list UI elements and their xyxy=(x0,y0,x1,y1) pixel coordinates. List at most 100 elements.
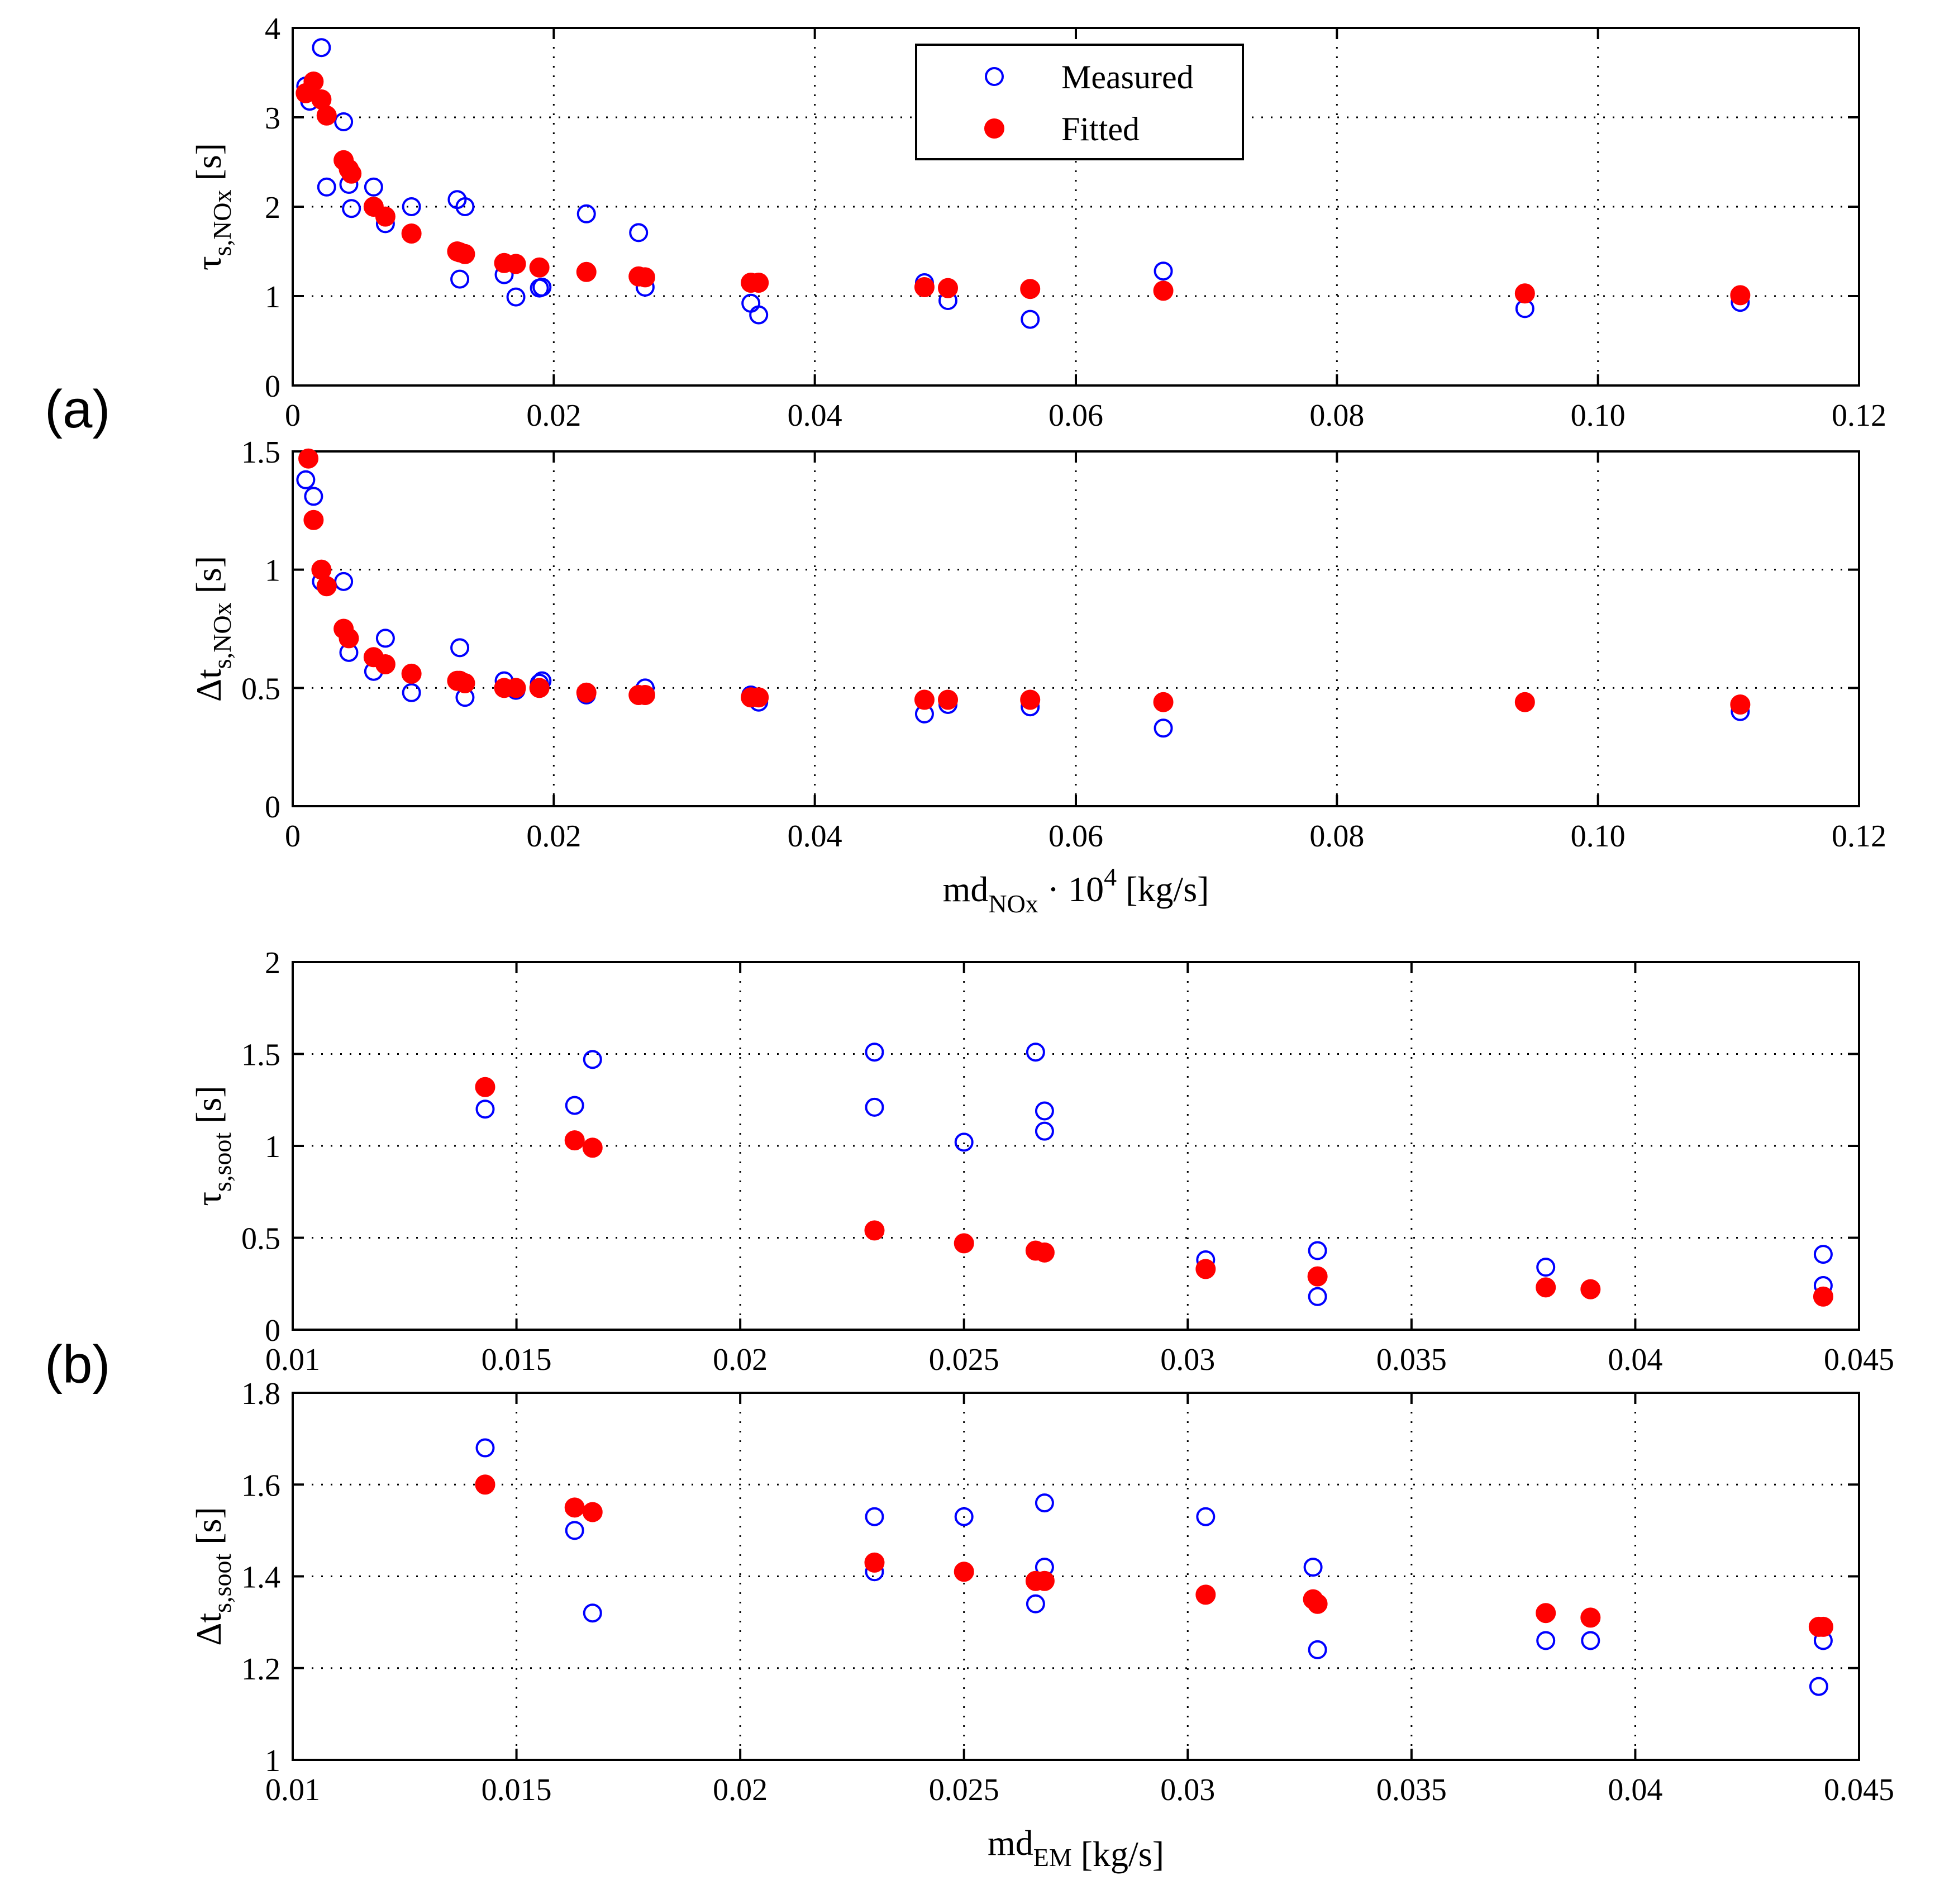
subplot-2: 0 0.02 0.04 0.06 0.08 0.10 0.12 0 0.5 1 1.5 Δts,NOx… xyxy=(189,435,1886,918)
x-tick-label: 0.08 xyxy=(1309,819,1364,854)
fitted-point xyxy=(1034,1242,1055,1263)
fitted-point xyxy=(316,105,337,126)
measured-point xyxy=(312,38,331,58)
fitted-point xyxy=(749,273,769,293)
measured-point xyxy=(1026,1594,1045,1613)
measured-point xyxy=(1813,1245,1833,1264)
fitted-point xyxy=(375,206,395,227)
measured-point xyxy=(1536,1631,1556,1650)
x-tick-label: 0.08 xyxy=(1309,398,1364,433)
measured-point xyxy=(865,1097,884,1117)
x-tick-label: 0.04 xyxy=(788,819,842,854)
x-tick-label: 0.04 xyxy=(788,398,842,433)
y-tick-label: 1.8 xyxy=(241,1377,280,1411)
fitted-point xyxy=(1514,283,1535,304)
fitted-point xyxy=(375,654,395,674)
measured-point xyxy=(1308,1241,1327,1260)
x-tick-label: 0.12 xyxy=(1832,398,1886,433)
x-tick-label: 0.02 xyxy=(526,398,581,433)
measured-point xyxy=(304,487,323,506)
measured-point xyxy=(1809,1677,1828,1696)
measured-point xyxy=(450,638,470,658)
fitted-point xyxy=(864,1220,885,1241)
y-tick-label: 3 xyxy=(265,101,280,136)
fitted-point xyxy=(954,1233,974,1254)
y-tick-label: 1.2 xyxy=(241,1652,280,1687)
measured-point xyxy=(1035,1101,1054,1121)
fitted-point xyxy=(1580,1279,1601,1300)
series-measured xyxy=(296,38,1750,329)
subplot-4: 0.01 0.015 0.02 0.025 0.03 0.035 0.04 0.045 1 1.2… xyxy=(189,1377,1894,1874)
fitted-point xyxy=(938,689,959,710)
measured-point xyxy=(375,629,395,648)
measured-point xyxy=(565,1521,584,1540)
measured-point xyxy=(364,177,383,197)
fitted-point xyxy=(1195,1259,1216,1279)
y-tick-label: 1.6 xyxy=(241,1468,280,1503)
y-axis-label: Δts,soot [s] xyxy=(189,1507,236,1646)
x-tick-label: 0.10 xyxy=(1571,398,1626,433)
x-tick-label: 0.06 xyxy=(1048,819,1103,854)
x-tick-label: 0.04 xyxy=(1608,1343,1662,1377)
measured-point xyxy=(629,223,649,242)
y-tick-label: 1 xyxy=(265,1130,280,1164)
fitted-point xyxy=(749,687,769,708)
legend-fitted-marker xyxy=(984,118,1004,139)
fitted-point xyxy=(576,682,597,703)
fitted-point xyxy=(864,1552,885,1573)
fitted-point xyxy=(455,673,475,693)
measured-point xyxy=(532,278,552,297)
fitted-point xyxy=(1536,1277,1556,1298)
measured-point xyxy=(450,269,470,289)
measured-point xyxy=(1026,1043,1045,1062)
panel-label-b: (b) xyxy=(45,1335,110,1394)
measured-point xyxy=(954,1507,974,1526)
measured-point xyxy=(1154,718,1173,738)
y-tick-label: 0 xyxy=(265,369,280,404)
plots-group: 0 0.02 0.04 0.06 0.08 0.10 0.12 0 1 2 3 4 τs,NOx [s]… xyxy=(189,12,1894,1874)
series-measured xyxy=(475,1043,1833,1306)
fitted-point xyxy=(938,278,959,298)
x-tick-label: 0.015 xyxy=(482,1773,552,1807)
measured-point xyxy=(455,197,475,216)
series-fitted xyxy=(296,72,1751,306)
measured-point xyxy=(1308,1640,1327,1659)
fitted-point xyxy=(1536,1603,1556,1624)
fitted-point xyxy=(475,1474,495,1495)
fitted-point xyxy=(576,261,597,282)
x-tick-label: 0.01 xyxy=(265,1343,320,1377)
measured-point xyxy=(583,1050,602,1069)
y-tick-label: 0 xyxy=(265,790,280,825)
y-tick-label: 0 xyxy=(265,1313,280,1348)
fitted-point xyxy=(1307,1266,1328,1287)
x-tick-label: 0.015 xyxy=(482,1343,552,1377)
measured-point xyxy=(1308,1287,1327,1306)
fitted-point xyxy=(475,1077,495,1097)
axes-frame xyxy=(292,961,1860,1331)
fitted-point xyxy=(1514,692,1535,712)
measured-point xyxy=(865,1043,884,1062)
fitted-point xyxy=(529,678,550,698)
series-fitted xyxy=(298,448,1751,715)
x-tick-label: 0.035 xyxy=(1376,1343,1447,1377)
fitted-point xyxy=(564,1130,585,1151)
y-tick-label: 2 xyxy=(265,191,280,225)
x-tick-label: 0.02 xyxy=(526,819,581,854)
y-tick-label: 4 xyxy=(265,12,280,46)
measured-point xyxy=(583,1603,602,1623)
axes-frame xyxy=(292,1392,1860,1761)
x-tick-label: 0.045 xyxy=(1824,1773,1894,1807)
measured-point xyxy=(1021,310,1040,329)
measured-point xyxy=(1303,1558,1323,1577)
fitted-point xyxy=(298,448,319,469)
measured-point xyxy=(749,305,769,325)
measured-point xyxy=(1196,1507,1216,1526)
measured-point xyxy=(865,1507,884,1526)
fitted-point xyxy=(506,678,526,698)
measured-point xyxy=(506,287,526,307)
fitted-point xyxy=(564,1497,585,1518)
x-tick-label: 0.10 xyxy=(1571,819,1626,854)
y-tick-label: 0.5 xyxy=(241,672,280,706)
measured-point xyxy=(1035,1121,1054,1141)
fitted-point xyxy=(1034,1570,1055,1591)
